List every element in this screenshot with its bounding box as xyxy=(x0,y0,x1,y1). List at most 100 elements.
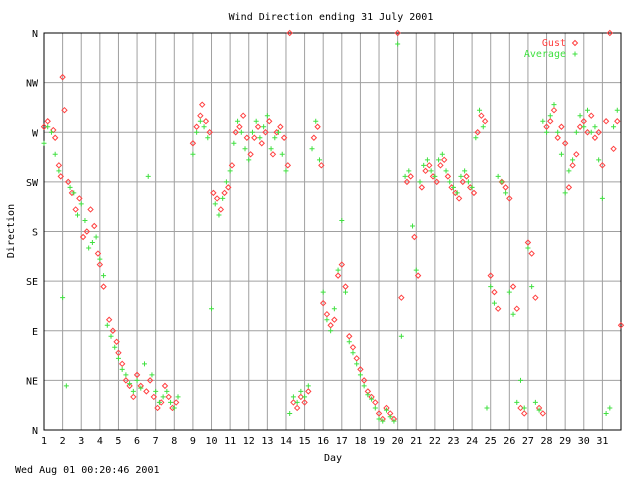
data-point-gust xyxy=(372,399,379,406)
data-point-gust xyxy=(595,129,602,136)
data-point-gust xyxy=(375,410,383,417)
data-point-gust xyxy=(550,106,558,114)
data-point-gust xyxy=(262,129,269,136)
data-point-average xyxy=(115,355,121,361)
data-point-gust xyxy=(418,184,426,191)
data-point-average xyxy=(462,168,468,174)
x-tick-label: 6 xyxy=(134,436,140,447)
y-tick-label: NE xyxy=(26,376,38,387)
data-point-average xyxy=(160,394,166,400)
x-tick-label: 12 xyxy=(243,436,255,447)
data-point-average xyxy=(354,361,360,367)
data-point-average xyxy=(313,118,319,124)
data-point-average xyxy=(127,381,133,387)
data-point-gust xyxy=(584,129,591,136)
data-point-gust xyxy=(277,123,284,130)
data-point-average xyxy=(599,195,605,201)
data-point-average xyxy=(365,392,371,398)
data-point-average xyxy=(607,405,613,411)
data-point-gust xyxy=(474,129,481,136)
data-point-average xyxy=(138,385,144,391)
data-point-average xyxy=(380,418,386,424)
data-point-average xyxy=(357,372,363,378)
data-point-average xyxy=(294,399,300,405)
legend-label-average: Average xyxy=(524,49,566,60)
data-point-average xyxy=(335,267,341,273)
data-point-gust xyxy=(115,349,122,357)
data-point-average xyxy=(209,306,215,312)
x-tick-label: 5 xyxy=(115,436,121,447)
data-point-average xyxy=(276,129,282,135)
data-point-average xyxy=(60,295,66,301)
data-point-average xyxy=(246,157,252,163)
data-point-average xyxy=(231,140,237,146)
data-point-average xyxy=(398,333,404,339)
data-point-gust xyxy=(258,140,265,147)
data-point-gust xyxy=(251,134,258,141)
data-point-gust xyxy=(109,327,117,334)
data-point-average xyxy=(197,118,203,124)
data-point-average xyxy=(48,129,54,135)
x-tick-label: 29 xyxy=(559,436,571,447)
data-point-gust xyxy=(154,404,161,412)
data-point-average xyxy=(71,190,77,196)
data-point-average xyxy=(510,311,516,317)
data-point-average xyxy=(584,107,590,113)
data-point-gust xyxy=(342,283,349,290)
data-point-average xyxy=(264,113,270,119)
data-point-average xyxy=(581,124,587,130)
data-point-average xyxy=(316,157,322,163)
data-point-average xyxy=(220,195,226,201)
plot-frame xyxy=(43,32,622,431)
data-point-average xyxy=(268,146,274,152)
data-point-average xyxy=(413,267,419,273)
data-point-average xyxy=(484,405,490,411)
data-point-average xyxy=(67,184,73,190)
x-tick-label: 16 xyxy=(317,436,329,447)
x-tick-label: 15 xyxy=(299,436,311,447)
x-tick-label: 17 xyxy=(336,436,348,447)
data-point-gust xyxy=(433,178,440,186)
data-point-gust xyxy=(502,184,509,191)
data-point-average xyxy=(324,317,330,323)
data-point-gust xyxy=(558,123,565,130)
data-point-gust xyxy=(280,134,288,141)
data-point-gust xyxy=(94,250,102,257)
data-point-average xyxy=(547,113,553,119)
data-point-gust xyxy=(113,338,120,345)
data-point-gust xyxy=(494,305,502,312)
data-point-gust xyxy=(561,140,569,147)
data-point-average xyxy=(410,223,416,229)
data-point-gust xyxy=(213,195,221,202)
data-point-gust xyxy=(61,106,68,114)
x-tick-label: 7 xyxy=(153,436,159,447)
data-point-gust xyxy=(100,283,107,290)
data-point-average xyxy=(573,129,579,135)
data-point-gust xyxy=(193,123,200,130)
data-point-gust xyxy=(455,195,463,202)
data-point-average xyxy=(540,118,546,124)
y-tick-label: W xyxy=(32,128,39,139)
x-tick-label: 9 xyxy=(190,436,196,447)
x-tick-label: 4 xyxy=(97,436,103,447)
data-points xyxy=(40,29,625,424)
data-point-average xyxy=(477,107,483,113)
data-point-gust xyxy=(266,118,273,125)
data-point-gust xyxy=(44,118,51,125)
data-point-average xyxy=(52,151,58,157)
data-point-average xyxy=(532,399,538,405)
data-point-average xyxy=(320,289,326,295)
data-point-gust xyxy=(426,162,433,169)
data-point-average xyxy=(517,377,523,383)
data-point-average xyxy=(558,151,564,157)
data-point-average xyxy=(235,118,241,124)
data-point-gust xyxy=(301,399,308,406)
legend: Gust Average xyxy=(524,38,579,60)
data-point-average xyxy=(473,135,479,141)
data-point-gust xyxy=(286,29,293,37)
y-tick-label: NW xyxy=(26,79,39,90)
data-point-gust xyxy=(547,118,554,125)
data-point-average xyxy=(134,377,140,383)
data-point-gust xyxy=(403,178,411,186)
data-point-average xyxy=(458,173,464,179)
